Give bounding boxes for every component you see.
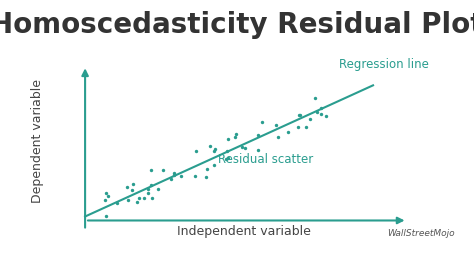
Point: [129, 182, 137, 186]
Point: [104, 194, 112, 198]
Point: [284, 130, 292, 134]
Point: [114, 201, 121, 205]
Point: [318, 106, 325, 110]
Point: [223, 149, 230, 153]
Point: [159, 168, 167, 172]
Point: [147, 182, 155, 187]
Text: Regression line: Regression line: [338, 59, 428, 71]
Point: [258, 120, 265, 124]
Point: [222, 157, 229, 161]
Point: [124, 184, 131, 189]
Text: Dependent variable: Dependent variable: [31, 79, 44, 203]
Text: Independent variable: Independent variable: [177, 225, 311, 238]
Point: [296, 113, 303, 117]
Point: [171, 173, 178, 177]
Point: [306, 117, 313, 121]
Point: [302, 125, 310, 129]
Point: [211, 147, 219, 151]
Point: [144, 190, 151, 195]
Point: [274, 135, 282, 139]
Point: [206, 143, 214, 148]
Point: [102, 213, 109, 218]
Point: [134, 200, 141, 205]
Point: [255, 148, 262, 152]
Point: [311, 96, 319, 100]
Text: Homoscedasticity Residual Plot: Homoscedasticity Residual Plot: [0, 11, 474, 39]
Point: [210, 149, 218, 153]
Point: [171, 171, 178, 175]
Point: [167, 177, 175, 181]
Point: [232, 132, 239, 136]
Point: [242, 146, 249, 150]
Point: [101, 198, 109, 202]
Point: [140, 196, 147, 201]
Point: [318, 112, 325, 116]
Point: [224, 156, 232, 160]
Point: [177, 174, 185, 178]
Point: [238, 145, 246, 149]
Point: [154, 187, 162, 191]
Point: [102, 191, 110, 195]
Point: [210, 163, 218, 167]
Point: [314, 110, 321, 114]
Point: [136, 196, 143, 200]
Point: [254, 132, 262, 137]
Point: [128, 188, 136, 192]
Point: [147, 168, 155, 172]
Text: WallStreetMojo: WallStreetMojo: [387, 229, 455, 238]
Point: [145, 186, 152, 191]
Point: [231, 135, 239, 139]
Point: [202, 175, 210, 180]
Point: [203, 167, 210, 172]
Point: [294, 125, 301, 130]
Text: Residual scatter: Residual scatter: [219, 153, 314, 166]
Point: [224, 137, 231, 141]
Point: [124, 197, 131, 202]
Point: [323, 113, 330, 118]
Point: [192, 148, 200, 153]
Point: [273, 123, 280, 127]
Point: [295, 113, 302, 117]
Point: [191, 174, 199, 178]
Point: [148, 196, 155, 200]
